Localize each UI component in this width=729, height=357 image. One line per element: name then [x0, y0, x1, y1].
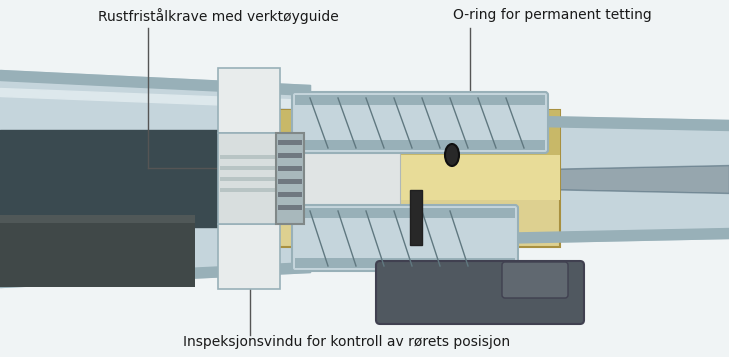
FancyBboxPatch shape: [292, 92, 548, 153]
Bar: [270, 110, 560, 247]
Bar: [410, 190, 422, 245]
Bar: [270, 110, 560, 155]
Bar: [278, 166, 302, 171]
Bar: [220, 166, 278, 170]
Bar: [220, 188, 278, 192]
FancyBboxPatch shape: [376, 261, 584, 324]
Bar: [278, 153, 302, 158]
Bar: [280, 148, 400, 209]
Bar: [218, 68, 280, 133]
FancyBboxPatch shape: [502, 262, 568, 298]
Bar: [278, 205, 302, 210]
Bar: [220, 155, 278, 159]
Bar: [278, 192, 302, 197]
Bar: [295, 208, 515, 218]
Text: Inspeksjonsvindu for kontroll av rørets posisjon: Inspeksjonsvindu for kontroll av rørets …: [183, 335, 510, 349]
FancyBboxPatch shape: [292, 205, 518, 271]
Bar: [295, 140, 545, 150]
Bar: [278, 140, 302, 145]
Bar: [295, 95, 545, 105]
Text: O-ring for permanent tetting: O-ring for permanent tetting: [453, 8, 652, 22]
Bar: [295, 258, 515, 268]
Bar: [276, 133, 304, 224]
Ellipse shape: [445, 144, 459, 166]
Bar: [218, 133, 280, 224]
Bar: [0, 215, 195, 223]
Bar: [218, 224, 280, 289]
Bar: [220, 177, 278, 181]
Bar: [278, 179, 302, 184]
Bar: [0, 215, 195, 287]
Text: Rustfristålkrave med verktøyguide: Rustfristålkrave med verktøyguide: [98, 8, 339, 24]
Bar: [270, 155, 560, 200]
